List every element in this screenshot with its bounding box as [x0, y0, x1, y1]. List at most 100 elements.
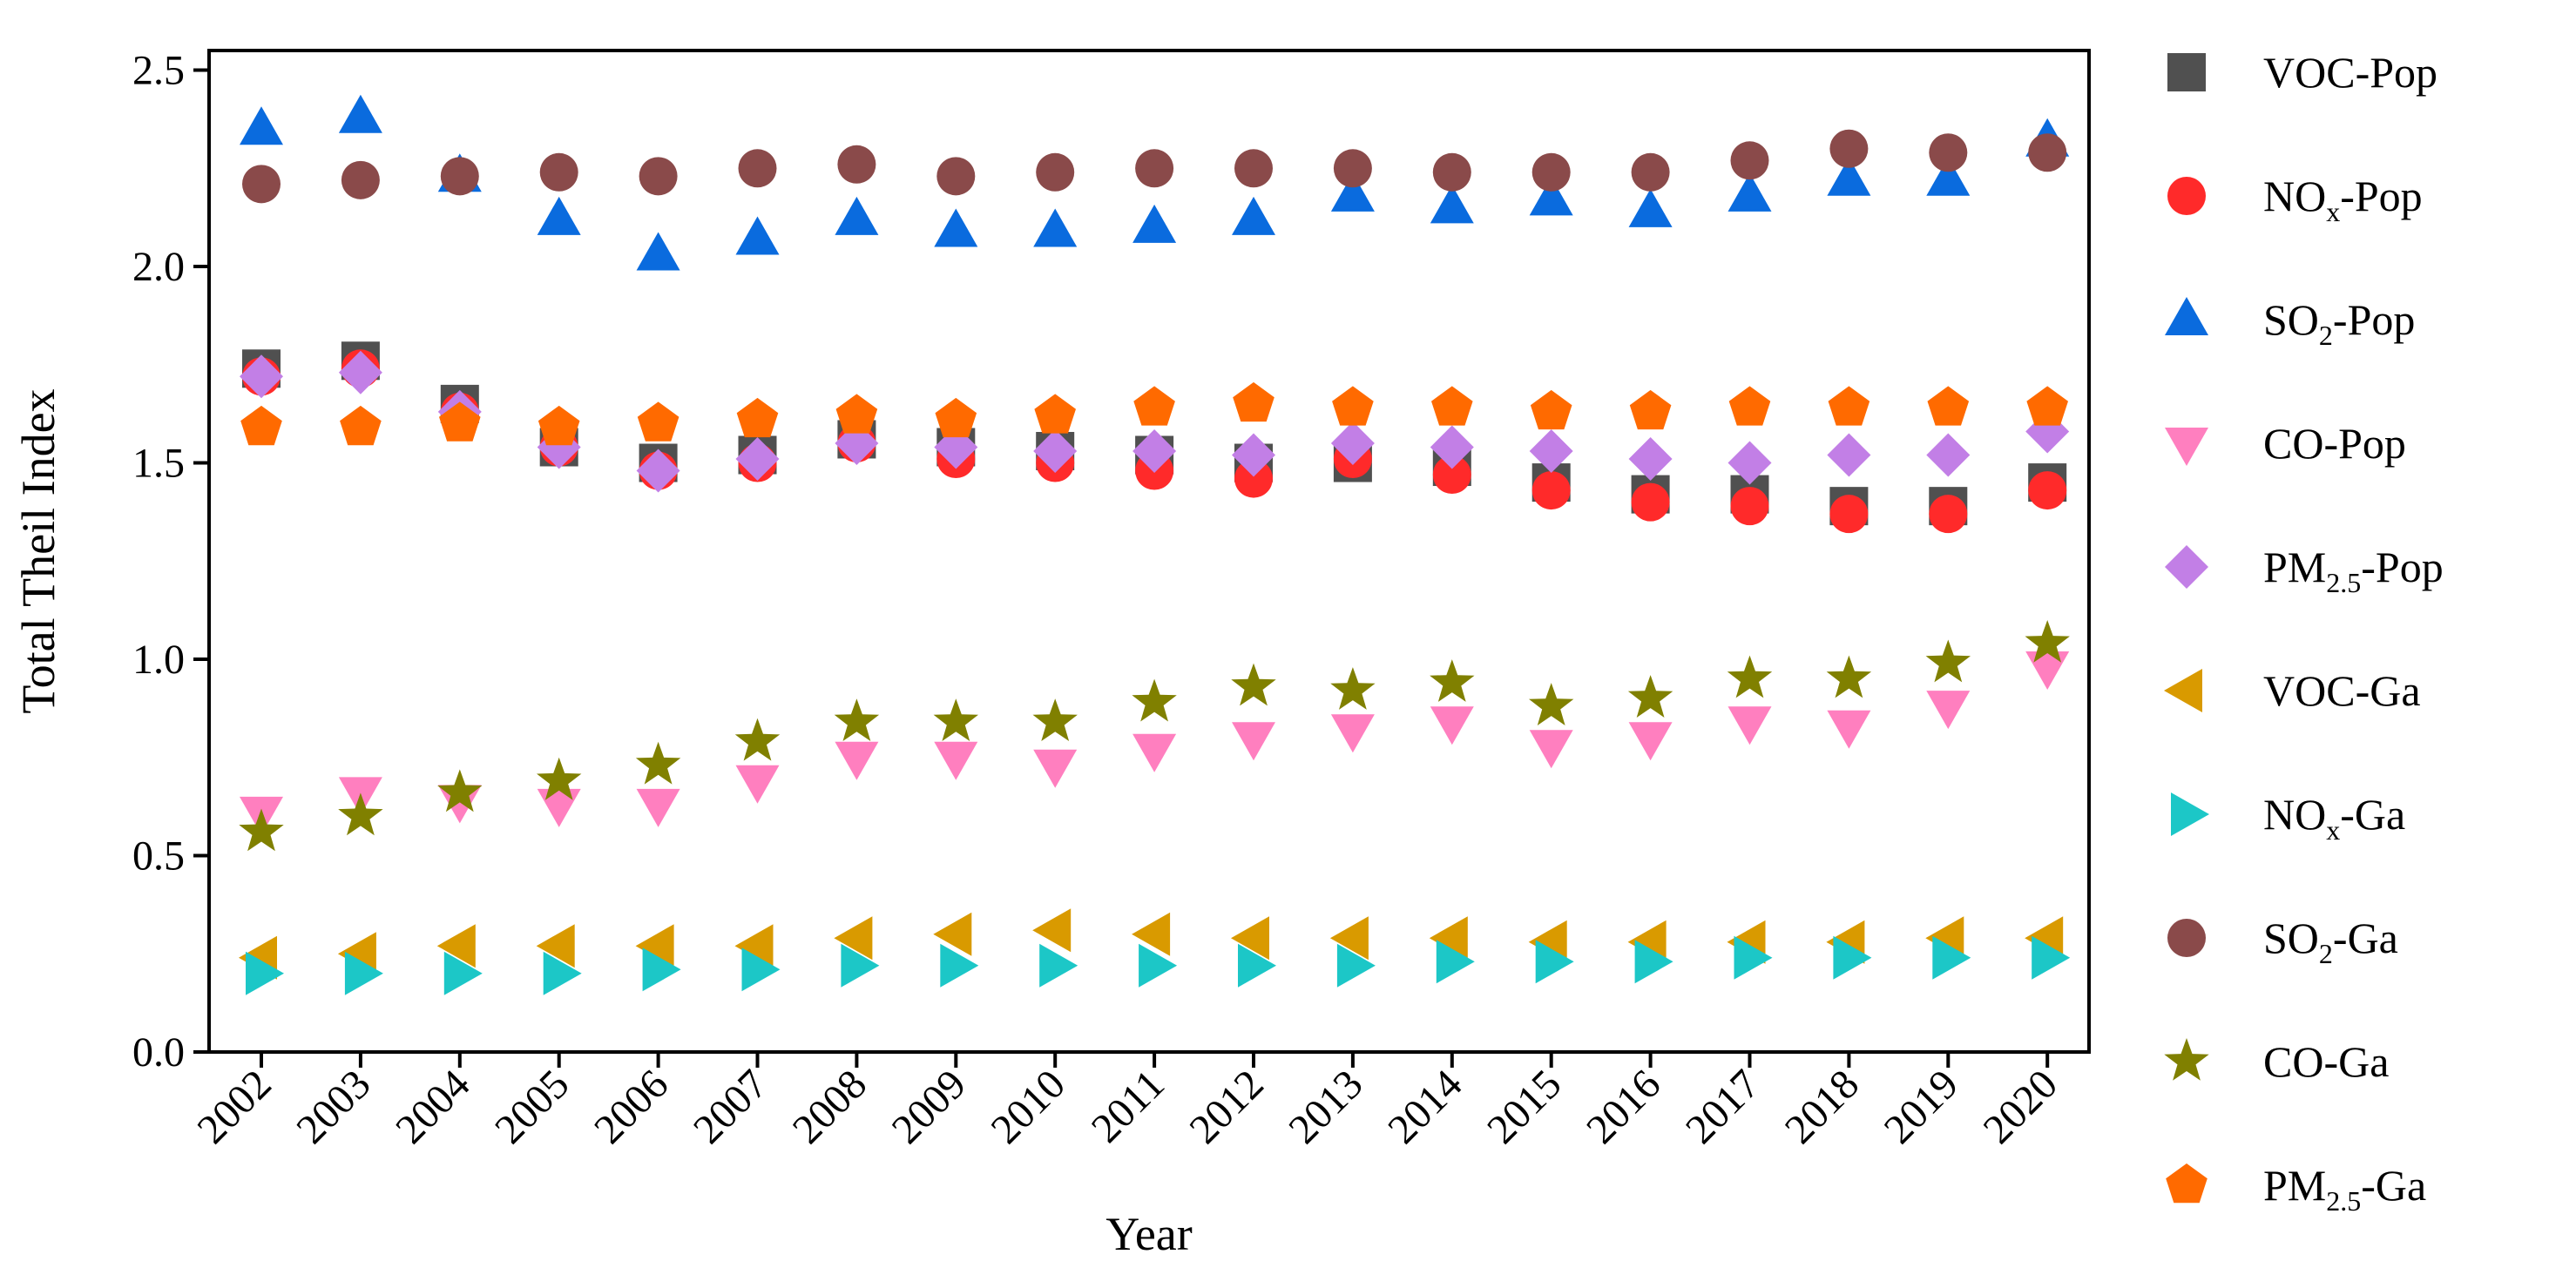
data-point [338, 350, 382, 394]
data-point [1925, 639, 1971, 683]
y-tick-label: 0.5 [132, 833, 185, 880]
data-point [1330, 714, 1375, 753]
series-pm25-ga [240, 381, 2068, 446]
data-point [1234, 149, 1273, 188]
data-point [934, 208, 978, 247]
legend-label: SO2-Pop [2263, 295, 2415, 351]
data-point [1829, 129, 1869, 168]
data-point [1828, 386, 1870, 426]
legend-item: CO-Ga [2164, 1037, 2389, 1086]
legend-item: SO2-Ga [2167, 914, 2398, 969]
data-point [1627, 675, 1673, 718]
legend-marker [2167, 177, 2206, 215]
data-point [936, 157, 976, 196]
x-tick-label: 2009 [883, 1061, 975, 1152]
legend-label: VOC-Pop [2263, 48, 2437, 97]
data-point [1432, 152, 1471, 192]
data-point [1132, 733, 1177, 772]
data-point [1431, 386, 1473, 426]
data-point [1032, 908, 1072, 953]
data-point [1730, 141, 1769, 180]
data-point [1033, 429, 1078, 473]
data-point [537, 196, 581, 235]
data-point [439, 401, 481, 442]
data-point [1432, 455, 1471, 495]
data-point [1133, 386, 1175, 426]
data-point [1927, 386, 1970, 426]
data-point [2025, 620, 2070, 663]
data-point [1330, 172, 1375, 212]
data-point [1429, 916, 1468, 961]
data-point [538, 405, 580, 446]
data-point [1827, 157, 1871, 196]
data-point [1631, 152, 1670, 192]
data-point [1336, 943, 1376, 988]
data-point [2028, 471, 2067, 510]
data-point [436, 924, 476, 968]
data-point [835, 741, 879, 780]
data-point [1926, 433, 1971, 477]
data-point [539, 152, 578, 192]
data-point [2025, 651, 2070, 690]
data-point [1232, 722, 1275, 761]
data-points [239, 94, 2071, 995]
data-point [736, 397, 779, 438]
x-tick-label: 2017 [1677, 1061, 1768, 1152]
data-point [835, 196, 879, 235]
data-point [734, 924, 774, 968]
y-tick-label: 2.0 [132, 244, 185, 290]
data-point [1628, 722, 1673, 761]
data-point [1036, 152, 1075, 192]
data-point [1535, 940, 1574, 984]
data-point [1929, 133, 1968, 172]
data-point [940, 943, 979, 988]
data-point [1132, 678, 1177, 722]
data-point [1529, 429, 1573, 473]
data-point [735, 765, 780, 804]
x-axis-title: Year [1105, 1208, 1193, 1260]
data-point [443, 951, 483, 995]
data-point [1929, 495, 1968, 534]
legend-label: NOx-Pop [2263, 172, 2423, 227]
x-tick-label: 2007 [685, 1061, 776, 1152]
x-tick-label: 2012 [1180, 1061, 1272, 1152]
data-point [1827, 433, 1871, 477]
legend-marker [2166, 1163, 2208, 1204]
data-point [1039, 943, 1078, 988]
data-point [1727, 441, 1772, 485]
x-tick-label: 2003 [287, 1061, 379, 1152]
data-point [642, 947, 681, 992]
data-point [1728, 386, 1771, 426]
legend-marker [2165, 428, 2208, 466]
data-point [636, 448, 680, 493]
legend-marker [2171, 792, 2209, 836]
data-point [1727, 706, 1772, 745]
data-point [1034, 394, 1076, 434]
legend-item: NOx-Pop [2167, 172, 2423, 227]
data-point [735, 437, 780, 481]
data-point [636, 788, 680, 827]
data-point [341, 160, 380, 199]
data-point [1827, 710, 1871, 749]
data-point [1730, 487, 1769, 526]
data-point [1231, 663, 1276, 706]
data-point [1629, 389, 1672, 430]
legend-label: CO-Pop [2263, 419, 2406, 468]
legend-marker [2164, 669, 2202, 712]
x-tick-label: 2004 [387, 1061, 478, 1152]
data-point [240, 106, 283, 145]
data-point [1132, 429, 1177, 473]
data-point [635, 924, 674, 968]
data-point [344, 951, 383, 995]
data-point [933, 698, 978, 741]
data-point [1330, 421, 1375, 465]
data-point [1529, 730, 1573, 769]
x-tick-label: 2015 [1478, 1061, 1570, 1152]
data-point [440, 157, 479, 196]
data-point [1332, 386, 1374, 426]
data-point [537, 788, 581, 827]
data-point [2026, 386, 2068, 426]
data-point [536, 924, 575, 968]
data-point [1833, 935, 1872, 980]
